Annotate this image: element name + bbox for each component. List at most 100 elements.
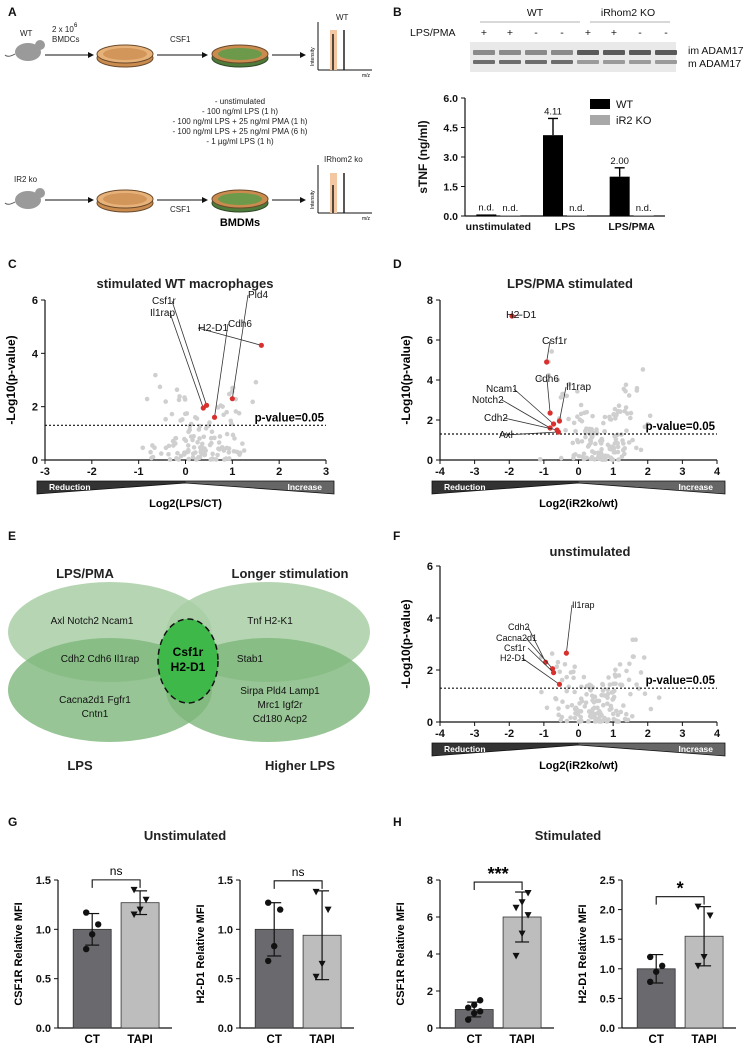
- data-point: [611, 716, 617, 722]
- data-point: [524, 912, 532, 919]
- data-point: [195, 440, 200, 445]
- data-point: [615, 712, 621, 718]
- data-point: [610, 444, 615, 450]
- label-leader: [504, 431, 559, 436]
- y-axis-label: CSF1R Relative MFI: [395, 902, 407, 1005]
- data-point: [185, 443, 191, 448]
- data-point: [209, 440, 214, 446]
- increase-label: Increase: [679, 482, 714, 492]
- mouse-wt-icon: [4, 40, 45, 61]
- wedge-outline: [36, 480, 335, 495]
- increase-label: Increase: [679, 744, 714, 754]
- data-point: [538, 376, 544, 381]
- data-point: [624, 668, 629, 674]
- condition-item: - 1 µg/ml LPS (1 h): [206, 137, 274, 146]
- highlight-label: Axl: [499, 430, 513, 441]
- venn-center-h2d1: H2-D1: [171, 660, 206, 674]
- x-tick-label: 3: [679, 466, 685, 478]
- data-point: [167, 457, 173, 462]
- blot-band-upper: [525, 50, 547, 55]
- data-point: [471, 1001, 478, 1009]
- csf1-bottom-label: CSF1: [170, 205, 191, 214]
- data-point: [560, 391, 565, 397]
- ms-wt-label: WT: [336, 13, 349, 22]
- y-tick-label: 6: [427, 912, 433, 924]
- data-point: [610, 689, 616, 695]
- y-tick-label: 1.5: [443, 182, 458, 194]
- label-leader: [521, 657, 560, 685]
- venn-genes-mid-right: Stab1: [237, 654, 264, 665]
- data-point: [605, 695, 610, 701]
- data-point: [638, 447, 644, 453]
- data-point: [575, 439, 581, 445]
- data-point: [130, 911, 138, 919]
- significance-bracket: [473, 881, 523, 891]
- data-point: [597, 438, 603, 444]
- y-tick-label: 4.5: [443, 123, 458, 135]
- volcano-c: 0 2 4 6 -3 -2 -1 0 1 2 3 -Log10(p-value) Reduction In…: [4, 290, 335, 510]
- significance-label: ***: [488, 864, 509, 884]
- data-point: [201, 434, 207, 440]
- label-leader: [546, 340, 551, 363]
- highlight-point: [211, 414, 218, 420]
- panel-g: G Unstimulated 0.0 0.5 1.0 1.5 CSF1R Relativ…: [8, 815, 354, 1046]
- data-point: [564, 718, 570, 724]
- y-tick-label: 0: [32, 455, 38, 467]
- reduction-label: Reduction: [444, 482, 486, 492]
- data-point: [163, 399, 168, 404]
- venn-genes-lps-pma: Axl Notch2 Ncam1: [51, 616, 134, 627]
- highlight-point: [556, 681, 563, 687]
- blot-band-upper: [655, 50, 677, 55]
- highlight-label: Cdh2: [484, 413, 508, 424]
- data-point: [177, 394, 182, 399]
- data-point: [628, 410, 634, 416]
- panel-f: F unstimulated 0 2 4 6 -4 -3 -2 -1 0 1 2 3 4 -Log10(p…: [393, 529, 726, 772]
- x-axis-label: Log2(iR2ko/wt): [539, 498, 618, 510]
- data-point: [694, 903, 702, 911]
- highlight-point: [544, 359, 550, 365]
- blot-band-lower: [473, 60, 495, 64]
- data-point: [573, 711, 578, 716]
- treatment-sign: -: [534, 27, 538, 39]
- data-point: [158, 451, 164, 456]
- stnf-bar-chart: 0.0 1.5 3.0 4.5 6.0 sTNF (ng/ml) unstimulated n…: [416, 93, 665, 233]
- data-point: [224, 409, 229, 415]
- highlight-label: H2-D1: [506, 309, 537, 321]
- panel-a: A WT 2 x 10 6 BMDCs CSF1: [4, 5, 372, 229]
- legend-swatch: [590, 99, 610, 109]
- highlight-label: Cacna2d1: [496, 633, 537, 643]
- y-tick-label: 6.0: [443, 93, 458, 105]
- y-axis-label: -Log10(p-value): [399, 335, 413, 424]
- data-point: [524, 889, 532, 897]
- data-point: [197, 423, 203, 429]
- data-point: [148, 449, 153, 455]
- data-point: [627, 661, 632, 667]
- x-tick-label: 0: [575, 728, 581, 740]
- data-point: [630, 437, 635, 443]
- bmdms-label: BMDMs: [220, 217, 260, 229]
- data-point: [174, 387, 180, 393]
- data-point: [570, 440, 576, 446]
- data-label: n.d.: [502, 203, 518, 214]
- data-label: n.d.: [636, 203, 652, 214]
- x-tick-label: TAPI: [691, 1034, 716, 1046]
- y-tick-label: 4: [427, 613, 434, 625]
- bar-chart-h2: 0.0 0.5 1.0 1.5 2.0 2.5 H2-D1 Relative MFI CT TA…: [577, 875, 736, 1046]
- data-point: [613, 681, 618, 687]
- data-point: [575, 414, 580, 420]
- data-point: [618, 709, 624, 715]
- data-point: [199, 441, 205, 447]
- data-point: [590, 434, 595, 439]
- data-point: [209, 429, 215, 435]
- volcano-f: 0 2 4 6 -4 -3 -2 -1 0 1 2 3 4 -Log10(p-value) Reductio…: [399, 561, 726, 772]
- data-point: [594, 430, 600, 436]
- arrow-head-a5: [202, 197, 208, 203]
- data-point: [586, 442, 592, 448]
- data-point: [130, 886, 138, 894]
- bar: [567, 215, 587, 216]
- data-point: [277, 906, 284, 913]
- data-point: [553, 696, 558, 701]
- data-point: [558, 455, 564, 461]
- x-tick-label: 2: [645, 728, 651, 740]
- data-point: [590, 413, 595, 419]
